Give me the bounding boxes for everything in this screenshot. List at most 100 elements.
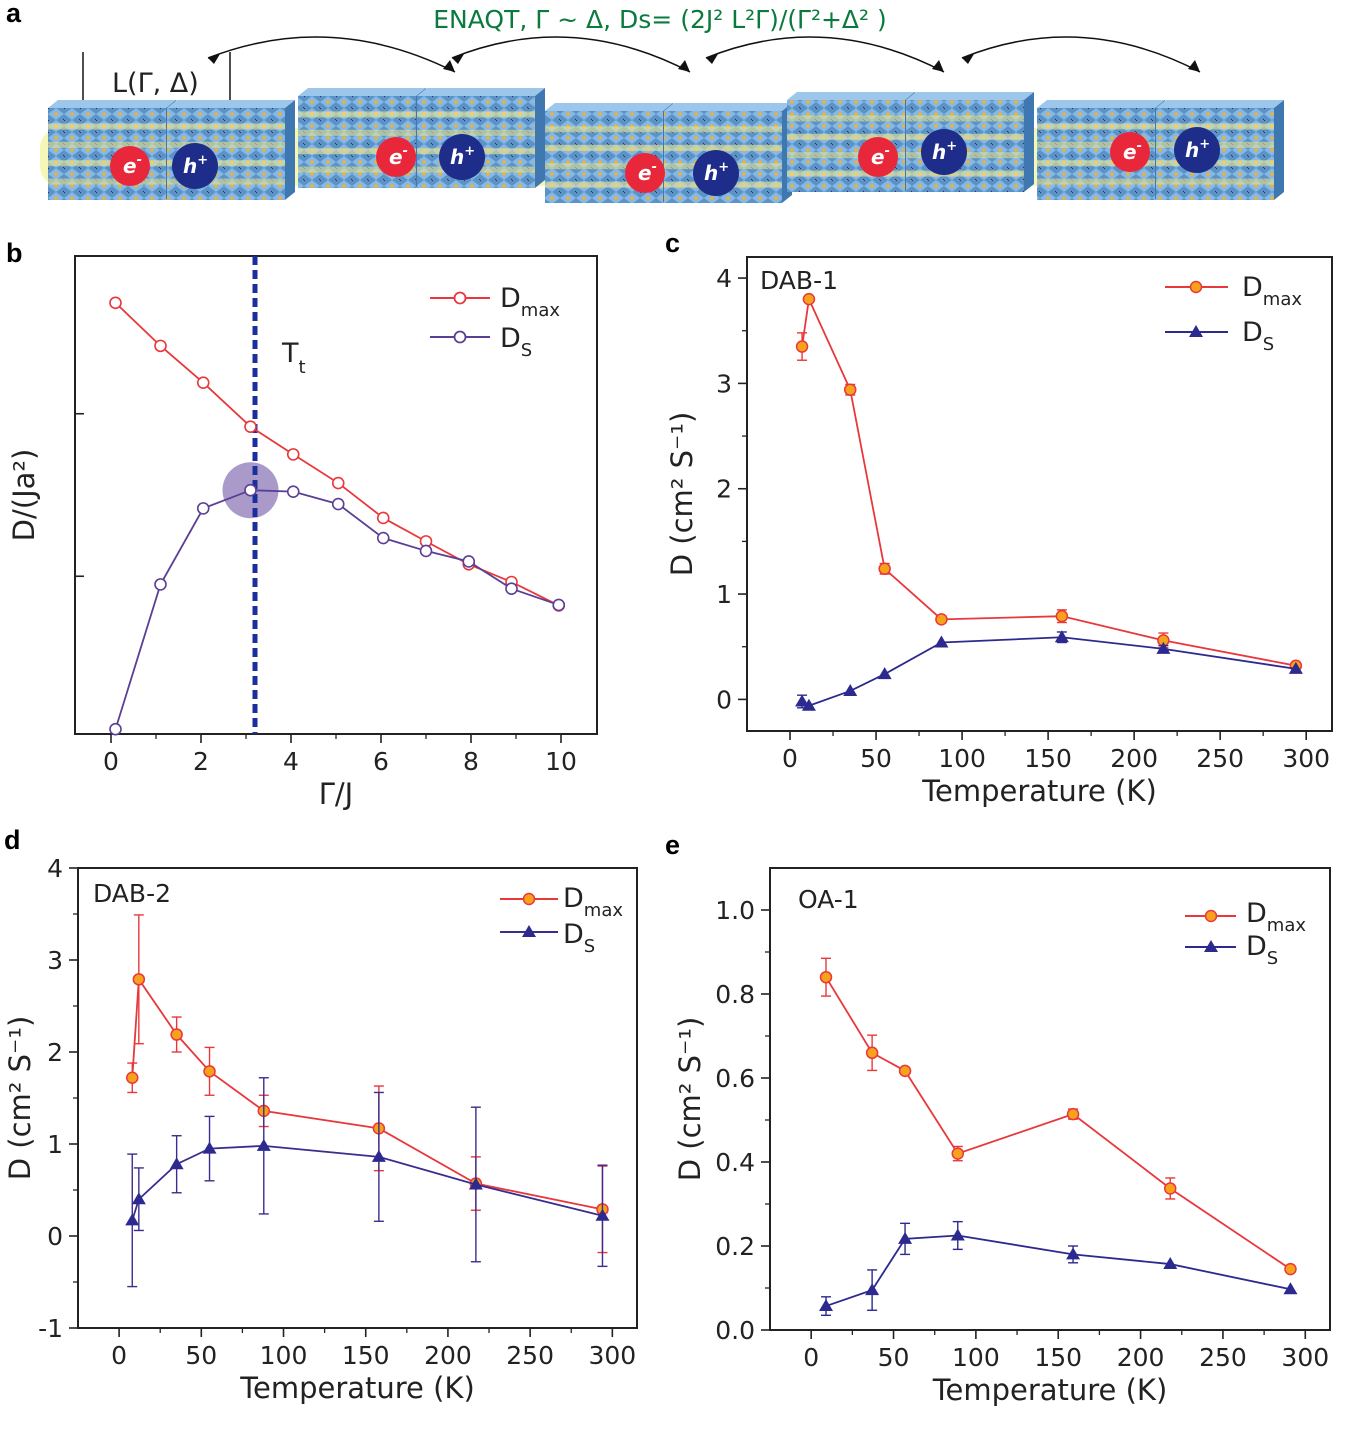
data-point-dmax bbox=[288, 449, 299, 460]
x-tick-label: 150 bbox=[1024, 744, 1072, 773]
y-tick-label: 1.0 bbox=[715, 896, 755, 925]
x-tick-label: 50 bbox=[878, 1343, 910, 1372]
x-tick-label: 250 bbox=[1199, 1343, 1247, 1372]
panel-label-a: a bbox=[6, 0, 22, 28]
data-point-ds bbox=[463, 556, 474, 567]
hop-arrow bbox=[208, 37, 455, 72]
plot-frame-d bbox=[78, 868, 637, 1328]
data-point-dmax bbox=[110, 297, 121, 308]
hole-marker: h+ bbox=[921, 129, 967, 175]
data-point-dmax bbox=[245, 421, 256, 432]
series-line-dmax bbox=[802, 299, 1296, 666]
data-point-dmax bbox=[171, 1029, 182, 1040]
x-tick-label: 300 bbox=[1281, 1343, 1329, 1372]
data-point-ds bbox=[125, 1213, 139, 1225]
x-tick-label: 300 bbox=[1282, 744, 1330, 773]
legend-label-ds-c: DS bbox=[1242, 317, 1274, 355]
crystal-block bbox=[787, 92, 915, 192]
legend-c: Dmax DS bbox=[1165, 272, 1302, 355]
legend-marker-dmax-b bbox=[455, 293, 466, 304]
panel-d: d DAB-2 0 50 100 150 200 250 300 -1 0 1 2 3 4 Temper… bbox=[3, 825, 637, 1405]
data-point-ds bbox=[245, 485, 256, 496]
electron-marker: e- bbox=[1110, 132, 1150, 172]
series-line-ds bbox=[826, 1236, 1290, 1307]
data-point-ds bbox=[333, 499, 344, 510]
dataset-label-d: DAB-2 bbox=[93, 879, 171, 908]
axis-title-x-d: Temperature (K) bbox=[239, 1371, 475, 1405]
y-tick-label: 3 bbox=[47, 946, 63, 975]
x-tick-label: 0 bbox=[782, 744, 798, 773]
hop-arrow bbox=[706, 37, 944, 72]
legend-label-ds-b: DS bbox=[500, 323, 532, 361]
y-tick-label: -1 bbox=[38, 1314, 63, 1343]
x-tick-label: 0 bbox=[103, 747, 119, 776]
data-point-ds bbox=[288, 486, 299, 497]
legend-marker-dmax-c bbox=[1191, 282, 1202, 293]
x-tick-label: 200 bbox=[1117, 1343, 1165, 1372]
panel-label-e: e bbox=[665, 830, 680, 860]
length-label: L(Γ, Δ) bbox=[112, 68, 199, 99]
enaqt-caption: ENAQT, Γ ~ Δ, Ds= (2J² L²Γ)/(Γ²+Δ² ) bbox=[433, 5, 886, 34]
panel-label-c: c bbox=[665, 228, 680, 258]
y-tick-label: 4 bbox=[716, 264, 732, 293]
hop-arrow bbox=[452, 37, 690, 72]
x-tick-label: 50 bbox=[185, 1341, 217, 1370]
legend-label-dmax-d: Dmax bbox=[563, 883, 623, 921]
data-point-dmax bbox=[127, 1072, 138, 1083]
data-point-ds bbox=[553, 599, 564, 610]
x-tick-label: 6 bbox=[373, 747, 389, 776]
x-tick-label: 8 bbox=[463, 747, 479, 776]
data-point-dmax bbox=[936, 614, 947, 625]
electron-marker: e- bbox=[110, 146, 150, 186]
x-tick-label: 200 bbox=[1110, 744, 1158, 773]
data-point-ds bbox=[257, 1139, 271, 1151]
hole-marker: h+ bbox=[439, 134, 485, 180]
y-tick-label: 0.8 bbox=[715, 980, 755, 1009]
hop-arrow bbox=[962, 37, 1200, 72]
x-tick-label: 250 bbox=[506, 1341, 554, 1370]
data-point-dmax bbox=[198, 377, 209, 388]
series-line-dmax bbox=[826, 977, 1290, 1269]
y-tick-label: 0.6 bbox=[715, 1064, 755, 1093]
data-point-dmax bbox=[1285, 1264, 1296, 1275]
chart-marks-e: 0 50 100 150 200 250 300 0.0 0.2 0.4 0.6 0.8 1.0 bbox=[715, 896, 1329, 1372]
data-point-dmax bbox=[879, 563, 890, 574]
data-point-ds bbox=[170, 1157, 184, 1169]
hole-marker: h+ bbox=[693, 150, 739, 196]
data-point-dmax bbox=[797, 341, 808, 352]
axis-title-y-d: D (cm² S⁻¹) bbox=[3, 1016, 37, 1181]
y-tick-label: 1 bbox=[47, 1130, 63, 1159]
legend-label-dmax-c: Dmax bbox=[1242, 272, 1302, 310]
crystal-block bbox=[48, 100, 176, 200]
axis-title-x-c: Temperature (K) bbox=[921, 774, 1157, 808]
y-tick-label: 0.2 bbox=[715, 1232, 755, 1261]
crystal-block bbox=[417, 88, 545, 188]
x-tick-label: 200 bbox=[424, 1341, 472, 1370]
x-tick-label: 10 bbox=[545, 747, 577, 776]
axis-title-y-c: D (cm² S⁻¹) bbox=[665, 412, 699, 577]
y-tick-label: 0 bbox=[716, 685, 732, 714]
data-point-dmax bbox=[133, 974, 144, 985]
data-point-ds bbox=[421, 545, 432, 556]
legend-b: Dmax DS bbox=[430, 283, 560, 361]
data-point-dmax bbox=[204, 1066, 215, 1077]
electron-marker: e- bbox=[625, 153, 665, 193]
legend-label-ds-e: DS bbox=[1246, 931, 1278, 969]
data-point-dmax bbox=[803, 294, 814, 305]
length-marker: L(Γ, Δ) bbox=[83, 52, 230, 100]
legend-label-dmax-b: Dmax bbox=[500, 283, 560, 321]
series-line-ds bbox=[132, 1146, 602, 1221]
lattice-chain bbox=[40, 88, 1284, 203]
electron-marker: e- bbox=[858, 137, 898, 177]
hole-marker: h+ bbox=[172, 143, 218, 189]
x-tick-label: 300 bbox=[588, 1341, 636, 1370]
legend-marker-ds-b bbox=[455, 332, 466, 343]
transition-label: Tt bbox=[281, 338, 306, 378]
data-point-dmax bbox=[333, 478, 344, 489]
data-point-dmax bbox=[155, 340, 166, 351]
data-point-dmax bbox=[821, 972, 832, 983]
series-line-dmax bbox=[132, 979, 602, 1209]
figure: a ENAQT, Γ ~ Δ, Ds= (2J² L²Γ)/(Γ²+Δ² ) L… bbox=[0, 0, 1345, 1429]
axis-title-x-e: Temperature (K) bbox=[932, 1373, 1168, 1407]
x-tick-label: 150 bbox=[342, 1341, 390, 1370]
